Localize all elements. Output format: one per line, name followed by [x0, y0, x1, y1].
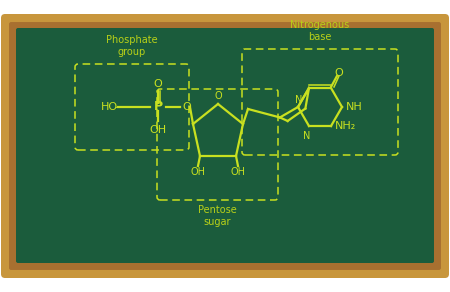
Text: NH₂: NH₂: [335, 121, 356, 131]
Text: HO: HO: [101, 102, 118, 112]
Text: N: N: [303, 131, 310, 141]
Text: NH: NH: [346, 102, 363, 112]
Text: N: N: [295, 95, 302, 105]
Text: O: O: [182, 102, 191, 112]
Text: Pentose
sugar: Pentose sugar: [198, 205, 237, 227]
Text: –: –: [115, 102, 119, 112]
FancyBboxPatch shape: [1, 14, 449, 278]
FancyBboxPatch shape: [8, 21, 442, 271]
Text: Nitrogenous
base: Nitrogenous base: [290, 20, 350, 42]
FancyBboxPatch shape: [16, 28, 434, 263]
Text: O: O: [214, 91, 222, 101]
Text: OH: OH: [190, 167, 206, 177]
Text: OH: OH: [149, 125, 166, 135]
Text: P: P: [153, 100, 162, 114]
Text: Phosphate
group: Phosphate group: [106, 34, 158, 57]
Text: OH: OH: [230, 167, 246, 177]
Text: O: O: [334, 68, 343, 78]
Text: O: O: [153, 79, 162, 89]
